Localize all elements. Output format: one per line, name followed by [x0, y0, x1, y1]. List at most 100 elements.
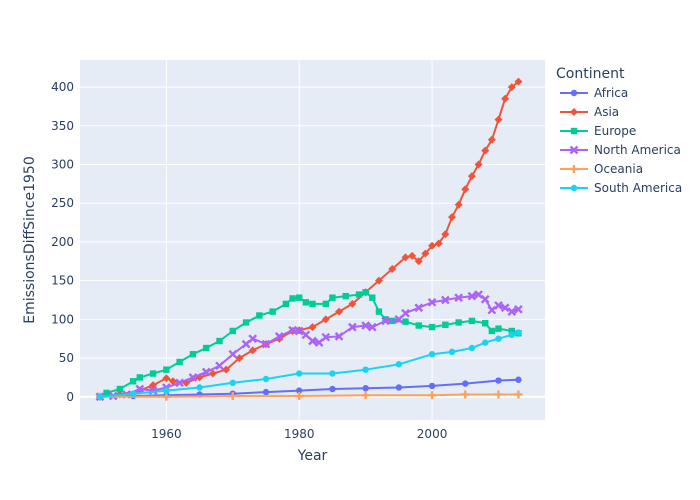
- legend-marker: [570, 127, 578, 135]
- y-tick-label: 300: [51, 158, 74, 172]
- data-point-south-america: [296, 370, 303, 377]
- data-point-north-america: [394, 315, 404, 324]
- data-point-asia: [208, 369, 217, 378]
- data-point-europe: [428, 323, 436, 331]
- data-point-north-america: [308, 336, 317, 346]
- data-point-north-america: [175, 378, 184, 388]
- data-point-south-america: [395, 361, 403, 368]
- data-point-north-america: [500, 303, 510, 313]
- y-tick-label: 250: [51, 196, 74, 210]
- data-point-oceania: [461, 390, 470, 399]
- data-point-oceania: [428, 391, 437, 400]
- data-point-europe: [176, 358, 183, 366]
- legend-marker: [570, 184, 578, 192]
- data-point-north-america: [367, 322, 377, 332]
- data-point-north-america: [215, 361, 224, 371]
- data-point-asia: [321, 315, 330, 324]
- data-point-africa: [515, 376, 522, 383]
- data-point-asia: [308, 323, 317, 332]
- data-point-europe: [163, 366, 170, 373]
- data-point-oceania: [494, 390, 503, 399]
- data-point-south-america: [229, 379, 236, 387]
- data-point-north-america: [248, 334, 258, 344]
- data-point-europe: [289, 295, 296, 302]
- data-point-europe: [302, 299, 310, 306]
- legend[interactable]: Continent Africa Asia Europe North America O…: [556, 66, 682, 195]
- data-point-asia: [487, 135, 496, 144]
- data-point-north-america: [188, 373, 198, 382]
- data-point-europe: [375, 308, 383, 315]
- data-point-north-america: [381, 316, 390, 326]
- data-point-europe: [269, 308, 276, 315]
- data-point-oceania: [514, 390, 523, 399]
- data-point-south-america: [96, 393, 104, 400]
- y-tick-label: 350: [51, 119, 74, 133]
- series-north-america: [95, 290, 523, 402]
- data-point-asia: [428, 241, 437, 250]
- data-point-africa: [362, 385, 369, 392]
- data-point-asia: [448, 213, 456, 222]
- data-point-north-america: [201, 367, 211, 377]
- data-point-south-america: [362, 366, 369, 373]
- legend-item-oceania[interactable]: Oceania: [560, 162, 643, 176]
- data-point-europe: [103, 389, 110, 397]
- data-point-europe: [455, 319, 462, 326]
- data-point-asia: [481, 146, 490, 155]
- data-point-asia: [514, 77, 523, 86]
- data-point-europe: [309, 300, 316, 308]
- data-point-south-america: [508, 331, 515, 339]
- data-point-asia: [494, 115, 503, 124]
- data-point-north-america: [314, 338, 324, 347]
- data-point-europe: [495, 325, 502, 332]
- data-point-north-america: [294, 326, 304, 336]
- data-point-asia: [408, 251, 417, 260]
- series-line-europe: [99, 291, 519, 398]
- data-point-europe: [369, 294, 376, 301]
- data-point-africa: [462, 380, 469, 387]
- data-point-oceania: [228, 392, 237, 400]
- data-point-north-america: [467, 291, 477, 301]
- data-point-europe: [329, 294, 336, 301]
- data-point-north-america: [427, 297, 437, 307]
- data-point-europe: [482, 320, 489, 327]
- legend-item-north-america[interactable]: North America: [560, 143, 681, 157]
- data-point-asia: [388, 265, 397, 274]
- data-point-asia: [454, 200, 463, 209]
- y-tick-label: 50: [59, 351, 74, 365]
- data-point-north-america: [401, 308, 410, 318]
- data-point-north-america: [454, 293, 463, 303]
- y-tick-label: 150: [51, 274, 74, 288]
- x-tick-label: 2000: [417, 427, 448, 441]
- data-point-europe: [342, 292, 349, 300]
- data-point-asia: [467, 172, 476, 181]
- data-point-europe: [402, 318, 409, 325]
- data-point-oceania: [361, 391, 370, 400]
- data-point-africa: [495, 377, 502, 384]
- series-south-america: [96, 329, 522, 400]
- data-point-europe: [355, 291, 363, 298]
- data-point-europe: [116, 385, 124, 393]
- data-point-asia: [235, 354, 244, 363]
- data-point-europe: [282, 300, 290, 308]
- data-point-south-america: [163, 387, 170, 394]
- data-point-north-america: [288, 325, 297, 335]
- data-point-asia: [474, 160, 483, 169]
- data-point-south-america: [468, 344, 476, 352]
- legend-label: South America: [594, 181, 682, 195]
- y-tick-label: 400: [51, 80, 74, 94]
- series-group: [95, 77, 523, 402]
- axis-ticks: 1960 1980 2000 0 50 100 150 200 250 300 350 400: [51, 80, 447, 441]
- data-point-south-america: [448, 348, 456, 356]
- legend-marker: [570, 165, 578, 173]
- y-tick-label: 0: [66, 390, 74, 404]
- data-point-europe: [488, 327, 496, 335]
- legend-item-europe[interactable]: Europe: [560, 124, 636, 138]
- legend-item-south-america[interactable]: South America: [560, 181, 682, 195]
- legend-item-asia[interactable]: Asia: [560, 105, 619, 119]
- data-point-europe: [415, 322, 422, 329]
- data-point-europe: [242, 319, 250, 326]
- data-point-europe: [442, 321, 449, 328]
- legend-item-africa[interactable]: Africa: [560, 86, 628, 100]
- data-point-africa: [428, 382, 436, 390]
